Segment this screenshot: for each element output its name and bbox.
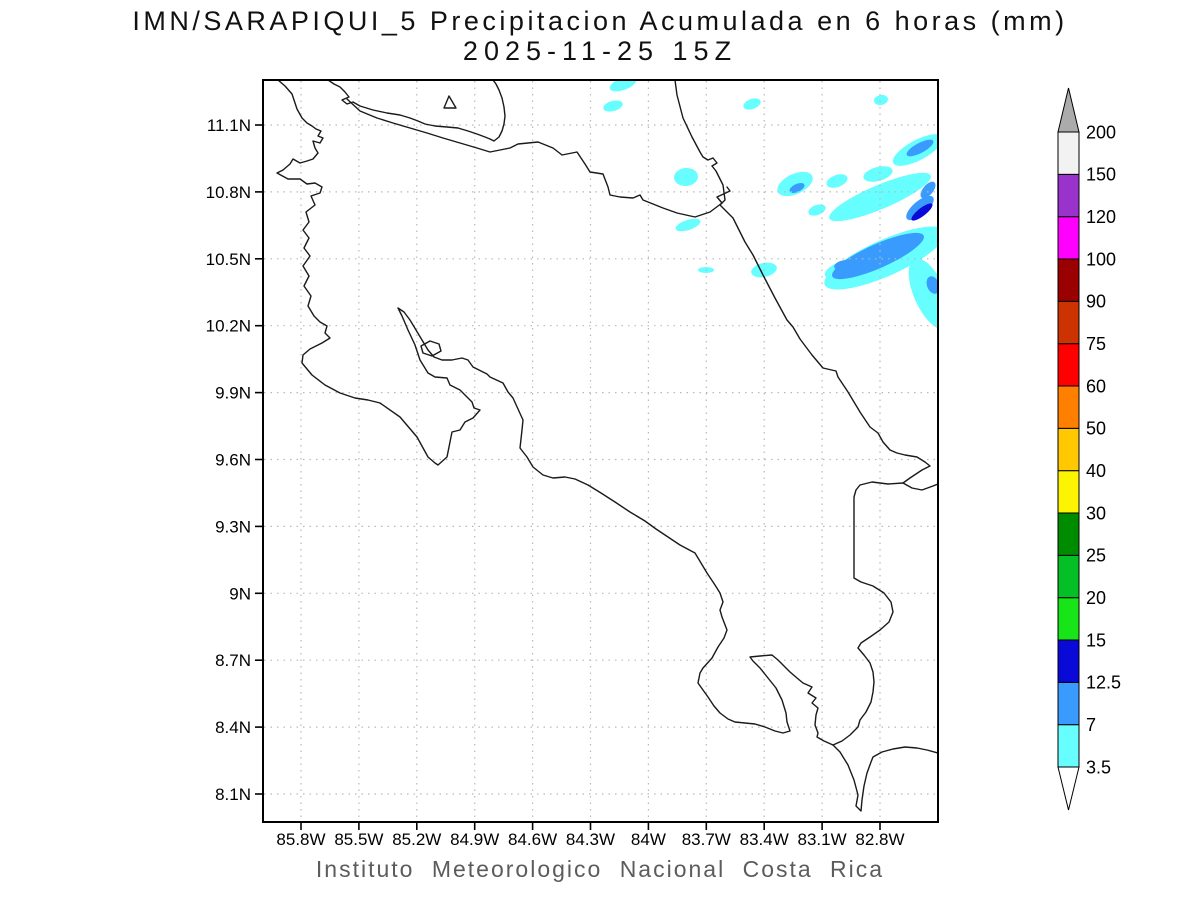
colorbar-under-range-arrow (1057, 766, 1080, 811)
lake-islet-outline (443, 95, 457, 109)
colorbar-tick-label: 20 (1086, 588, 1106, 608)
longitude-tick-label: 83.1W (798, 830, 847, 849)
longitude-tick-label: 83.4W (740, 830, 789, 849)
colorbar-cell (1057, 131, 1080, 175)
colorbar-tick-label: 60 (1086, 376, 1106, 396)
latitude-tick-label: 10.8N (206, 183, 251, 202)
longitude-tick-label: 84.9W (450, 830, 499, 849)
precip-band-7-12.5mm (789, 139, 937, 294)
precip-band-12.5-15mm (911, 203, 933, 221)
colorbar-cell (1057, 427, 1080, 472)
colorbar-tick-label: 150 (1086, 165, 1116, 185)
colorbar-cell (1057, 173, 1080, 218)
colorbar-tick-label: 50 (1086, 419, 1106, 439)
colorbar-cell (1057, 597, 1080, 641)
colorbar-cell (1057, 639, 1080, 683)
longitude-tick-label: 85.5W (334, 830, 383, 849)
longitude-tick-label: 82.8W (855, 830, 904, 849)
nicaragua-border-san-juan-river (346, 98, 731, 218)
longitude-tick-label: 84.6W (508, 830, 557, 849)
colorbar-over-range-arrow (1057, 87, 1080, 133)
colorbar-cell (1057, 216, 1080, 260)
panama-border (832, 481, 904, 746)
latitude-tick-label: 10.2N (206, 317, 251, 336)
latitude-tick-label: 10.5N (206, 250, 251, 269)
caribbean-coastline (674, 81, 937, 491)
latitude-tick-label: 9N (229, 584, 251, 603)
colorbar-cell (1057, 724, 1080, 768)
colorbar-tick-label: 120 (1086, 207, 1116, 227)
colorbar-cell (1057, 300, 1080, 345)
latitude-tick-label: 9.3N (215, 517, 251, 536)
chart-caption: Instituto Meteorologico Nacional Costa R… (315, 856, 885, 882)
precipitation-shading (603, 81, 937, 330)
longitude-tick-label: 84W (631, 830, 666, 849)
longitude-tick-label: 84.3W (566, 830, 615, 849)
chart-valid-time: 2025-11-25 15Z (462, 36, 738, 66)
colorbar-tick-label: 100 (1086, 249, 1116, 269)
colorbar-cell (1057, 470, 1080, 514)
latitude-tick-label: 9.6N (215, 450, 251, 469)
colorbar-cell (1057, 258, 1080, 302)
latitude-tick-label: 11.1N (207, 116, 251, 135)
latitude-tick-label: 8.7N (215, 651, 251, 670)
axes: 85.8W 85.5W 85.2W 84.9W 84.6W 84.3W 84W 83.7W 83… (206, 116, 905, 849)
colorbar-cell (1057, 554, 1080, 599)
colorbar-tick-label: 3.5 (1086, 757, 1111, 777)
map-outlines (276, 81, 937, 812)
colorbar-tick-label: 75 (1086, 334, 1106, 354)
colorbar-tick-label: 200 (1086, 122, 1116, 142)
map-frame (262, 79, 939, 823)
colorbar-cell (1057, 385, 1080, 429)
chira-island-outline (420, 340, 442, 357)
longitude-tick-label: 85.8W (276, 830, 325, 849)
longitude-tick-label: 85.2W (392, 830, 441, 849)
colorbar-tick-label: 40 (1086, 461, 1106, 481)
chart-title: IMN/SARAPIQUI_5 Precipitacion Acumulada … (132, 6, 1068, 36)
colorbar-tick-label: 7 (1086, 715, 1096, 735)
colorbar-tick-label: 90 (1086, 292, 1106, 312)
colorbar-legend: 3.5 7 12.5 15 20 25 30 40 50 60 75 90 100 120 150 200 (1057, 87, 1121, 811)
longitude-tick-label: 83.7W (682, 830, 731, 849)
colorbar-cell (1057, 343, 1080, 387)
lake-nicaragua-shoreline (328, 81, 506, 142)
pacific-coastline (276, 81, 937, 812)
colorbar-tick-label: 25 (1086, 546, 1106, 566)
colorbar-cell (1057, 512, 1080, 556)
colorbar-cell (1057, 681, 1080, 726)
graticule (264, 81, 937, 821)
colorbar-tick-label: 15 (1086, 630, 1106, 650)
colorbar-tick-label: 12.5 (1086, 673, 1121, 693)
latitude-tick-label: 8.1N (215, 785, 251, 804)
colorbar-tick-label: 30 (1086, 503, 1106, 523)
latitude-tick-label: 8.4N (215, 718, 251, 737)
latitude-tick-label: 9.9N (215, 384, 251, 403)
